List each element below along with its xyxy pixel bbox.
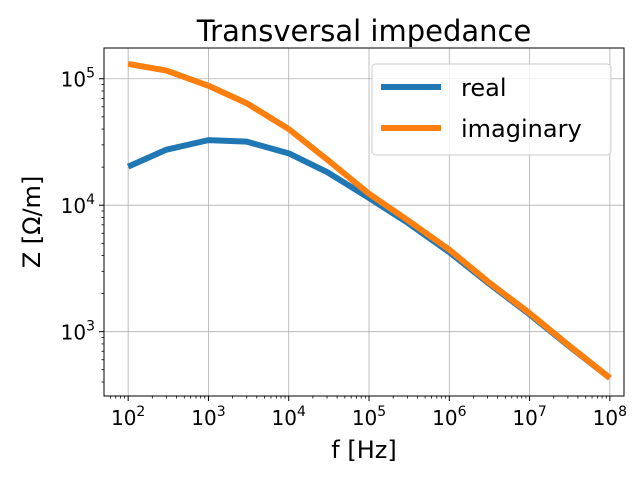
legend-label-real: real xyxy=(461,74,506,102)
y-axis-label: Z [Ω/m] xyxy=(18,176,46,269)
legend: real imaginary xyxy=(371,63,612,156)
x-axis-ticks: 102 103 104 105 106 107 108 xyxy=(109,396,627,430)
x-tick-label: 108 xyxy=(593,404,627,430)
x-axis-label: f [Hz] xyxy=(331,436,396,464)
x-tick-label: 105 xyxy=(352,404,386,430)
plot-frame xyxy=(103,47,625,397)
chart-title: Transversal impedance xyxy=(196,14,532,48)
legend-label-imaginary: imaginary xyxy=(461,115,582,143)
x-tick-label: 107 xyxy=(512,404,546,430)
y-tick-label: 105 xyxy=(61,66,95,92)
x-tick-label: 106 xyxy=(432,404,466,430)
series-line-imaginary xyxy=(127,60,612,381)
y-tick-label: 103 xyxy=(61,319,95,345)
y-axis-ticks: 103 104 105 xyxy=(61,66,104,383)
x-tick-label: 102 xyxy=(111,404,145,430)
x-tick-label: 104 xyxy=(272,404,306,430)
series-lines xyxy=(126,60,612,381)
x-tick-label: 103 xyxy=(191,404,225,430)
y-tick-label: 104 xyxy=(61,192,95,218)
